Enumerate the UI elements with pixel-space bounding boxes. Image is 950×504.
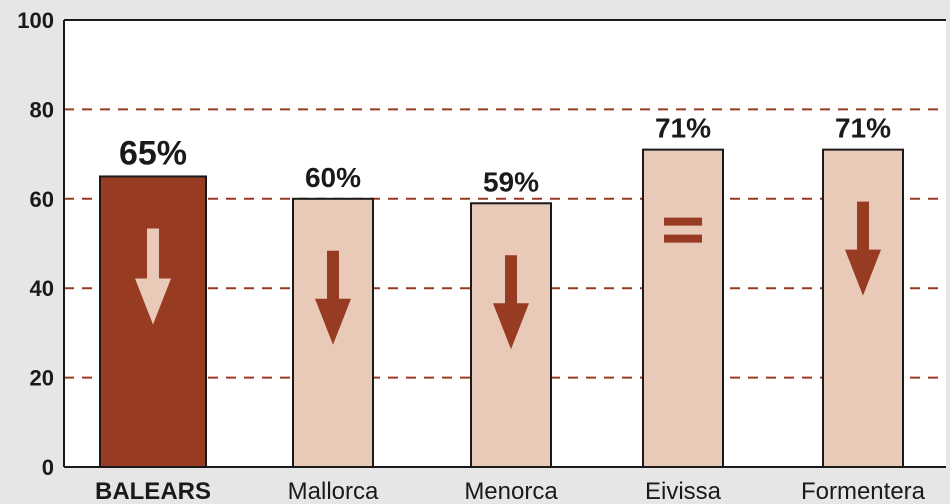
- arrow-down-icon: [493, 255, 529, 350]
- y-tick-label-80: 80: [30, 97, 54, 122]
- category-label-eivissa: Eivissa: [645, 478, 722, 504]
- equals-icon: [664, 217, 702, 243]
- category-label-mallorca: Mallorca: [288, 478, 379, 504]
- y-tick-label-0: 0: [42, 455, 54, 480]
- data-label-eivissa: 71%: [655, 113, 711, 144]
- data-label-balears: 65%: [119, 134, 187, 172]
- y-tick-label-60: 60: [30, 187, 54, 212]
- bar-eivissa: [642, 148, 724, 468]
- y-tick-label-20: 20: [30, 366, 54, 391]
- arrow-down-icon: [135, 228, 171, 325]
- data-label-menorca: 59%: [483, 166, 539, 197]
- data-label-mallorca: 60%: [305, 162, 361, 193]
- bar-formentera: [822, 148, 904, 468]
- data-label-formentera: 71%: [835, 113, 891, 144]
- arrow-down-icon: [845, 201, 881, 296]
- y-tick-label-100: 100: [17, 8, 54, 33]
- category-label-balears: BALEARS: [95, 478, 211, 504]
- arrow-down-icon: [315, 250, 351, 345]
- category-label-formentera: Formentera: [801, 478, 926, 504]
- y-tick-label-40: 40: [30, 276, 54, 301]
- category-label-menorca: Menorca: [464, 478, 558, 504]
